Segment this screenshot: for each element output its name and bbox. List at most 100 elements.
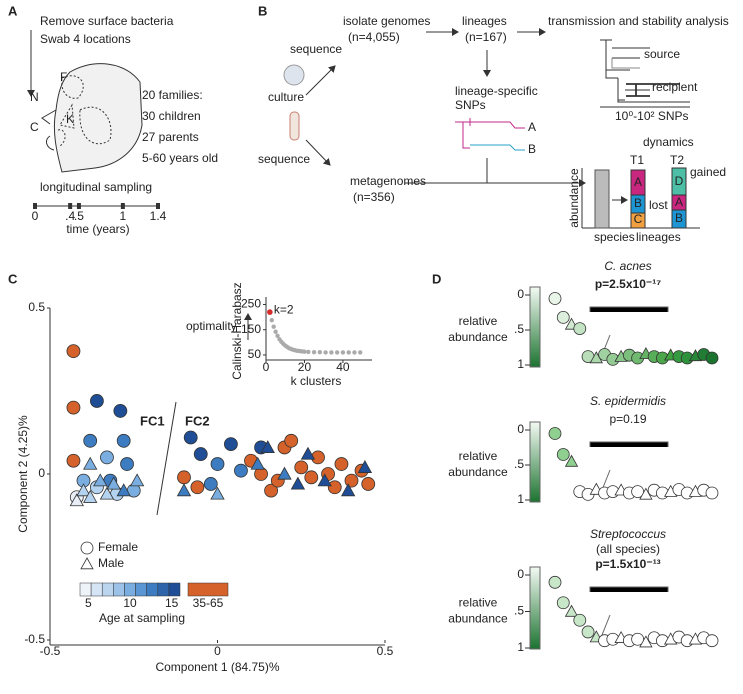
point xyxy=(294,460,309,475)
point xyxy=(210,486,225,500)
label: dynamics xyxy=(643,135,694,149)
diagram-lines xyxy=(27,28,700,229)
panel-c-axes xyxy=(49,308,385,646)
scale-swatch xyxy=(113,582,125,597)
time-tick-label: 1 xyxy=(120,209,127,223)
label: lineages xyxy=(636,230,681,244)
cohort-text: 30 children xyxy=(142,109,201,123)
point xyxy=(116,483,131,497)
scale-swatch xyxy=(168,582,181,597)
y-tick-label: 1 xyxy=(517,640,524,654)
x-tick-label: -0.5 xyxy=(40,644,61,658)
time-tick xyxy=(68,203,73,209)
y-tick-label: .5 xyxy=(514,604,524,618)
point xyxy=(66,400,81,415)
cohort-text: 20 families: xyxy=(142,88,203,102)
cohort-text: 27 parents xyxy=(142,130,199,144)
label: sequence xyxy=(258,152,310,166)
site-label: C xyxy=(30,120,39,134)
point xyxy=(300,446,316,460)
panel-label: C xyxy=(8,271,18,286)
point xyxy=(290,476,306,490)
point xyxy=(631,485,645,499)
culture-plate xyxy=(283,64,305,86)
scale-tick-label: 15 xyxy=(165,596,179,610)
point xyxy=(317,349,323,355)
point xyxy=(304,470,319,485)
point xyxy=(269,317,274,323)
point xyxy=(705,634,719,648)
label: isolate genomes xyxy=(343,14,430,28)
scale-tick-label: 35-65 xyxy=(193,596,224,610)
label: sequence xyxy=(290,42,342,56)
scale-swatch xyxy=(135,582,147,597)
y-axis-title: relative abundance xyxy=(448,449,508,479)
label: source xyxy=(644,47,680,61)
point xyxy=(327,480,342,495)
label: transmission and stability analysis xyxy=(548,14,729,28)
point xyxy=(556,448,570,461)
point xyxy=(344,473,359,488)
point xyxy=(361,477,376,491)
point xyxy=(264,483,279,498)
axis-title: time (years) xyxy=(66,222,129,236)
point xyxy=(358,350,363,355)
sampling-title: longitudinal sampling xyxy=(40,180,152,194)
box-label: D xyxy=(675,174,684,188)
legend-label: Female xyxy=(98,540,138,554)
y-tick-label: 1 xyxy=(517,492,524,506)
label: lost xyxy=(649,198,668,212)
time-tick-label: .4 xyxy=(65,209,75,223)
x-axis-title: Component 1 (84.75)% xyxy=(155,660,279,674)
point xyxy=(352,350,357,355)
p-value: p=2.5x10⁻¹⁷ xyxy=(595,277,661,291)
point xyxy=(573,322,587,336)
swab-tube xyxy=(289,111,300,141)
time-tick-label: 0 xyxy=(32,209,39,223)
y-tick-label: 1 xyxy=(517,357,524,371)
lineage: B xyxy=(528,142,536,156)
point xyxy=(223,437,238,452)
scale-swatch xyxy=(187,582,229,597)
point xyxy=(564,604,579,617)
point xyxy=(329,350,334,355)
scale-swatch xyxy=(146,582,159,597)
point xyxy=(203,477,218,491)
y-axis-title: Component 2 (4.25)% xyxy=(16,415,30,533)
point xyxy=(548,427,562,440)
point xyxy=(183,430,198,445)
point xyxy=(176,483,192,497)
point xyxy=(548,292,562,305)
label: (n=4,055) xyxy=(348,30,400,44)
point xyxy=(106,476,121,490)
point xyxy=(564,454,579,467)
y-tick-label: 50 xyxy=(248,347,262,361)
y-tick-label: 150 xyxy=(241,322,261,336)
point xyxy=(190,480,205,495)
label: T2 xyxy=(670,153,684,167)
point xyxy=(705,486,719,500)
x-tick-label: 20 xyxy=(298,360,312,374)
p-value: p=1.5x10⁻¹³ xyxy=(595,557,660,571)
box-label: B xyxy=(675,211,683,225)
point xyxy=(311,349,317,355)
scale-title: Age at sampling xyxy=(99,611,185,625)
point xyxy=(340,483,356,497)
time-tick xyxy=(76,203,81,209)
y-tick-label: .5 xyxy=(514,322,524,336)
point xyxy=(277,466,292,480)
box-label: A xyxy=(634,175,642,189)
y-axis-title: relative abundance xyxy=(448,314,508,344)
y-tick-label: 250 xyxy=(241,297,261,311)
point xyxy=(260,440,275,454)
point xyxy=(705,351,719,365)
strip-title: C. acnes xyxy=(604,259,651,273)
x-axis-title: k clusters xyxy=(291,374,342,388)
lineage-boxes xyxy=(630,167,687,229)
point xyxy=(334,350,340,355)
label: (n=356) xyxy=(353,190,395,204)
point xyxy=(556,596,570,610)
x-tick-label: 0.5 xyxy=(377,644,394,658)
panel-d-colorbars xyxy=(529,286,669,650)
point xyxy=(267,309,273,315)
